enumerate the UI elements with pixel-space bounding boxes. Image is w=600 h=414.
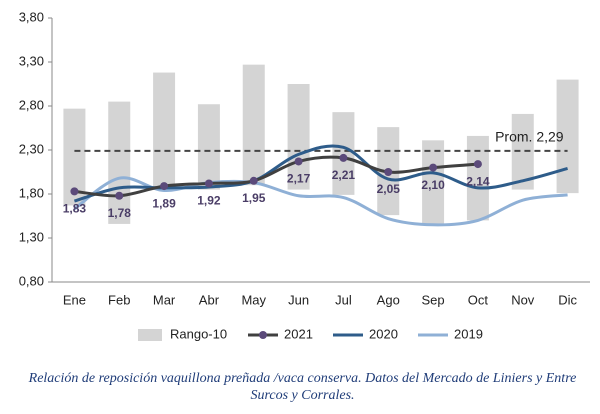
range-bar [422,140,445,224]
range-bar [153,72,176,190]
range-bar [108,101,131,224]
y-tick-label: 3,80 [19,9,44,24]
series-line [74,155,479,198]
range-bar [242,64,265,186]
x-tick-label: Sep [422,292,445,307]
data-label: 1,78 [108,206,132,220]
legend-swatch [138,329,162,341]
point [160,182,169,191]
range-bar [63,108,86,206]
x-tick-label: Jul [335,292,352,307]
data-label: 1,89 [152,196,176,210]
x-tick-label: Ene [63,292,86,307]
point [294,157,303,166]
data-label: 2,14 [466,174,490,188]
range-bar [197,104,220,190]
point [429,163,438,172]
data-label: 1,92 [197,194,221,208]
y-tick-label: 0,80 [19,273,44,288]
legend-marker [259,331,267,339]
point [249,176,258,185]
data-label: 2,05 [377,182,401,196]
x-tick-label: Ago [377,292,400,307]
y-tick-label: 2,80 [19,97,44,112]
point [204,179,213,188]
legend-label: 2021 [284,326,313,341]
data-label: 1,95 [242,191,266,205]
x-tick-label: May [241,292,266,307]
chart: 0,80 1,30 1,80 2,30 2,80 3,30 3,80 Ene Feb Mar Abr… [19,9,590,341]
point [473,160,482,169]
data-label: 2,10 [421,178,445,192]
legend-label: 2019 [454,326,483,341]
caption: Relación de reposición vaquillona preñad… [28,371,577,403]
data-label: 2,17 [287,172,311,186]
x-tick-label: Jun [288,292,309,307]
y-tick-label: 2,30 [19,141,44,156]
x-tick-label: Abr [199,292,220,307]
point [115,191,124,200]
x-tick-label: Feb [108,292,130,307]
range-bar [556,79,579,194]
range-bar [466,135,489,221]
data-label: 2,21 [332,168,356,182]
x-tick-label: Oct [468,292,489,307]
series-line [73,144,568,203]
y-tick-label: 3,30 [19,53,44,68]
legend-label: Rango-10 [170,326,227,341]
range-bar [511,113,534,190]
x-tick-label: Mar [153,292,176,307]
y-tick-label: 1,80 [19,185,44,200]
y-tick-label: 1,30 [19,229,44,244]
point [384,168,393,176]
x-tick-label: Dic [558,292,577,307]
point [339,153,348,162]
data-label: 1,83 [63,202,87,216]
series-line [73,176,568,227]
range-bar [332,112,355,195]
reference-label: Prom. 2,29 [495,129,564,145]
point [70,187,79,196]
legend-label: 2020 [369,326,398,341]
x-tick-label: Nov [511,292,535,307]
